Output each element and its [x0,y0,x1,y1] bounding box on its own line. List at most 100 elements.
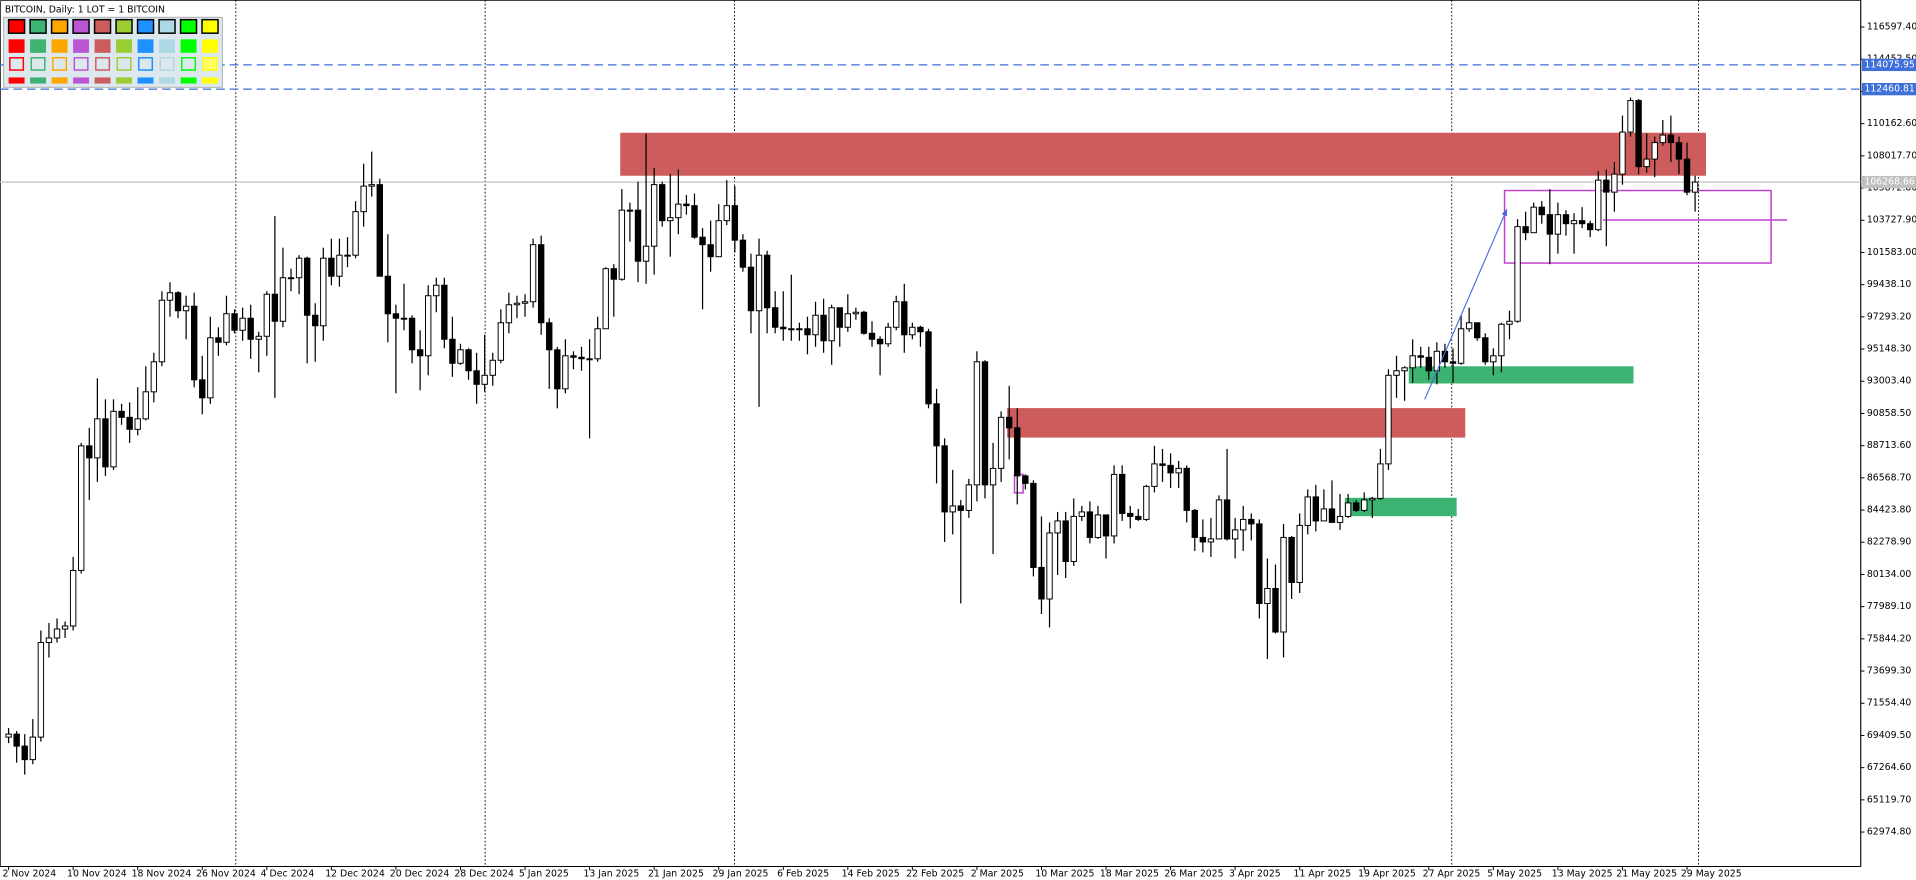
candle-body [1070,515,1077,562]
x-tick-label: 18 Nov 2024 [132,868,192,879]
y-tick-label: 84423.80 [1867,505,1912,516]
candle-body [691,205,698,238]
swatch-bar [180,77,197,84]
x-tick-label: 5 May 2025 [1487,868,1542,879]
y-tick-label: 103727.90 [1867,215,1916,226]
candle-body [247,317,254,340]
candle-body [796,328,803,331]
swatch-bordered [72,18,90,34]
candle-body [1683,158,1691,193]
candle-body [513,302,521,306]
candle-body [287,277,295,280]
candle-body [263,293,271,337]
swatch-hollow [73,57,89,71]
candle-body [271,293,279,322]
candle-body [884,326,892,345]
candle-body [1522,226,1529,234]
candle-body [893,301,900,328]
swatch-bordered [93,18,112,34]
candle-body [780,326,787,330]
candle-body [5,733,12,738]
candle-body [1046,532,1053,600]
x-tick-label: 20 Dec 2024 [390,868,450,879]
swatch-bar [159,77,176,84]
candle-body [731,205,739,241]
swatch-hollow [202,57,218,71]
candle-body [1320,508,1328,522]
swatch-hollow [9,57,25,71]
x-tick-label: 14 Feb 2025 [842,868,900,879]
candle-body [1385,374,1392,465]
candle-body [433,284,440,297]
candle-body [1586,223,1594,231]
candle-body [755,254,763,312]
candle-body [1014,427,1021,477]
candle-body [828,307,835,342]
zone [1408,366,1634,384]
candle-body [868,332,876,340]
candle-body [1223,499,1231,540]
swatch-bar [30,77,47,84]
y-tick-label: 99438.10 [1867,279,1912,290]
x-tick-label: 10 Mar 2025 [1035,868,1094,879]
swatch-hollow [181,57,197,71]
candle-body [400,317,408,320]
y-tick-label: 108017.70 [1867,150,1916,161]
candle-body [1175,467,1182,474]
candle-body [1127,512,1134,517]
candle-body [965,484,973,511]
swatch-bordered [136,18,155,34]
candle-body [1627,100,1634,133]
candle-body [473,370,480,385]
candle-body [925,331,932,405]
candle-body [562,355,569,390]
candle-body [1369,497,1376,501]
candle-body [1094,514,1102,538]
swatch-bordered [7,18,26,34]
swatch-hollow [116,57,132,71]
candle-body [408,317,416,351]
candle-body [675,203,682,219]
x-tick-label: 19 Apr 2025 [1358,868,1416,879]
y-tick-label: 82278.90 [1867,537,1912,548]
candle-body [150,361,158,393]
x-tick-label: 29 May 2025 [1681,868,1742,879]
x-tick-label: 21 Jan 2025 [648,868,704,879]
candle-body [166,292,174,301]
candle-body [376,184,383,277]
candle-body [1570,220,1578,225]
candle-body [449,338,456,364]
swatch-solid [94,39,111,53]
candle-body [1296,524,1303,583]
candle-body [78,445,85,571]
swatch-bar [202,77,219,84]
candle-body [1183,467,1190,511]
candle-body [1005,416,1013,429]
candle-body [441,284,448,340]
candle-body [1401,367,1408,372]
candle-body [1207,538,1215,543]
candle-body [650,184,658,247]
swatch-solid [180,39,197,53]
candle-body [1272,587,1279,633]
candle-body [1256,523,1263,604]
candle-body [61,625,69,630]
candle-body [320,257,327,327]
candle-body [1102,514,1110,537]
candle-body [521,301,529,304]
candle-body [683,203,690,207]
candle-body [384,275,392,315]
x-tick-label: 3 Apr 2025 [1229,868,1281,879]
candle-body [594,328,601,360]
candle-body [465,349,472,372]
candle-body [844,313,851,328]
candle-body [820,314,827,342]
candle-body [1498,323,1505,357]
candle-body [570,355,577,358]
candle-body [1312,496,1320,522]
candle-body [860,311,868,334]
candle-body [1538,206,1545,216]
candle-body [231,313,238,331]
candle-body [1191,509,1198,538]
candle-body [949,505,956,513]
